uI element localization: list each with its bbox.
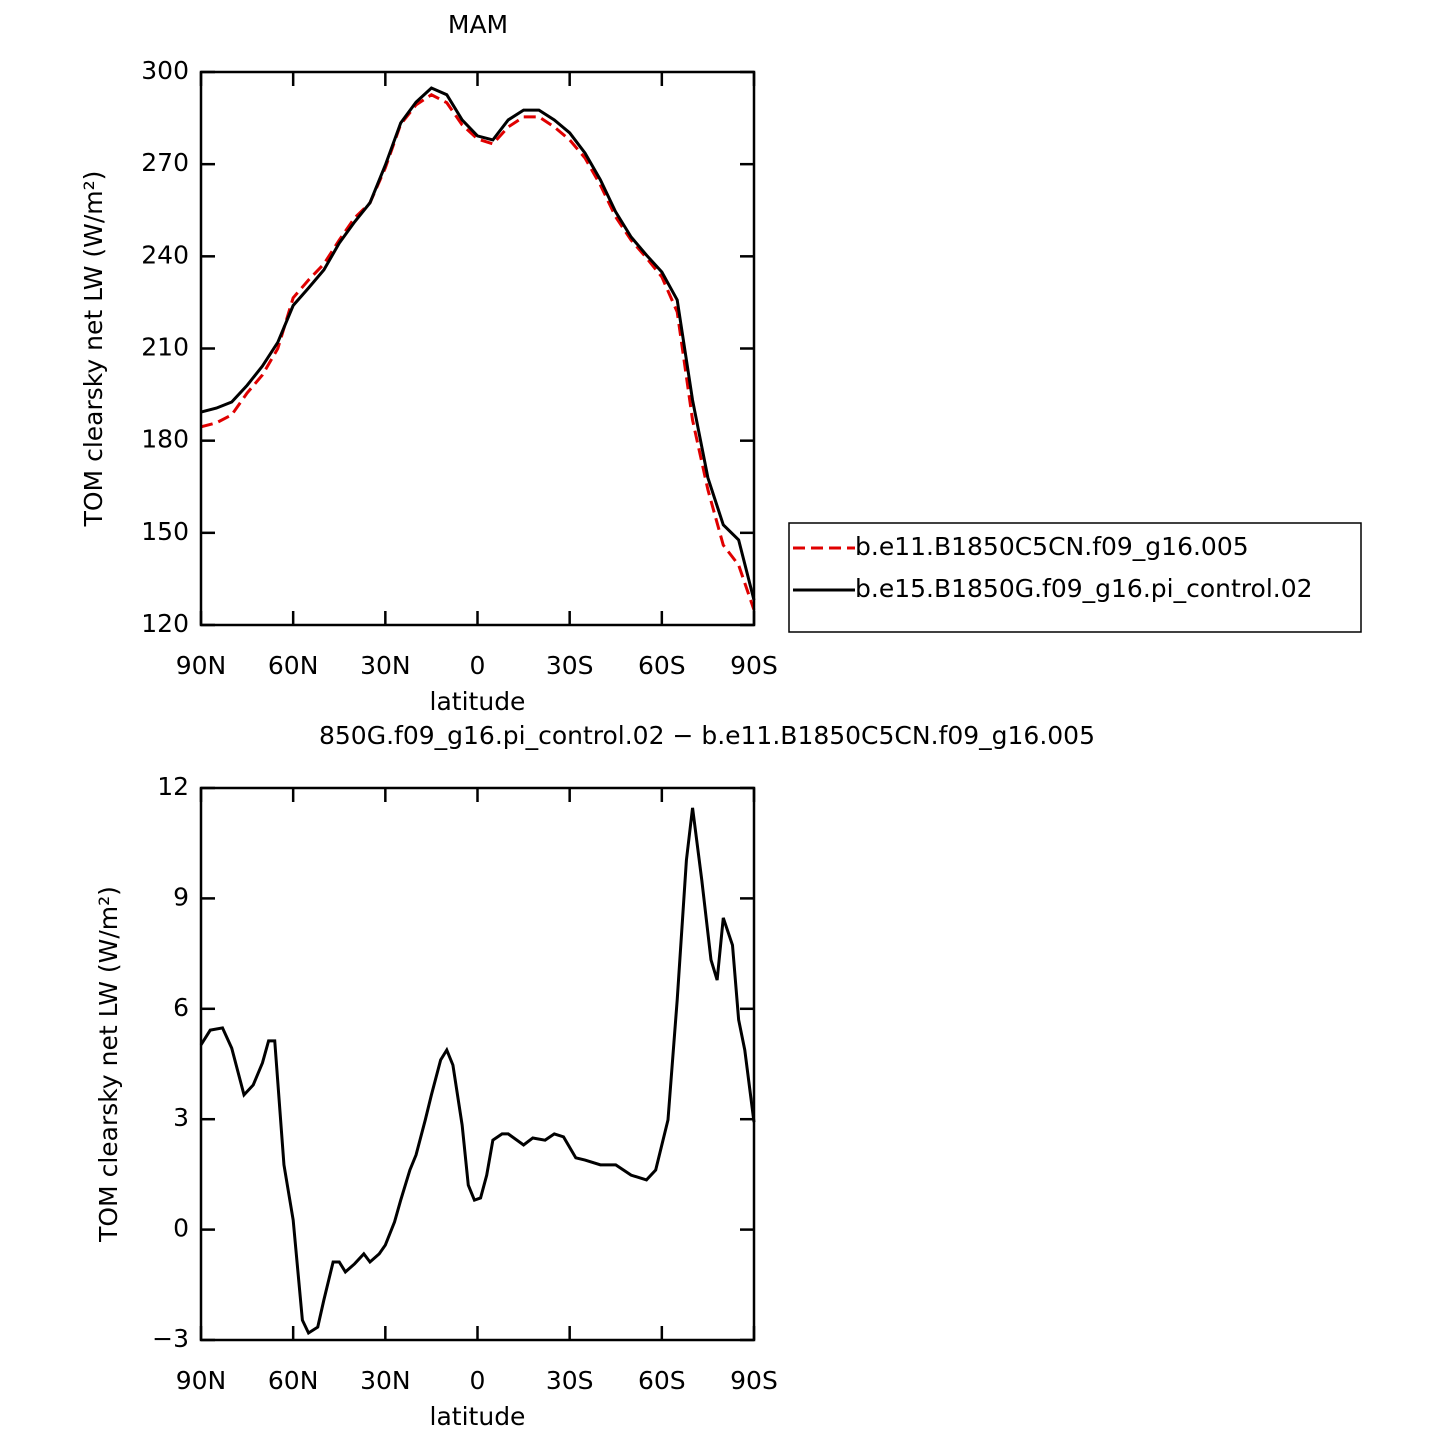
legend-label: b.e11.B1850C5CN.f09_g16.005	[855, 532, 1249, 561]
x-tick-label: 0	[470, 1366, 486, 1395]
legend-label: b.e15.B1850G.f09_g16.pi_control.02	[855, 574, 1313, 603]
y-tick-label: 9	[173, 882, 189, 911]
plot-frame	[199, 70, 756, 627]
x-axis-label: latitude	[430, 687, 526, 716]
y-tick-label: 12	[157, 772, 189, 801]
x-tick-label: 0	[470, 651, 486, 680]
y-tick-label: 300	[141, 56, 189, 85]
y-axis-label: TOM clearsky net LW (W/m²)	[94, 886, 123, 1243]
x-tick-label: 60N	[268, 1366, 319, 1395]
y-tick-label: 270	[141, 148, 189, 177]
y-tick-label: 240	[141, 240, 189, 269]
plot-frame	[199, 786, 756, 1342]
y-tick-label: 210	[141, 333, 189, 362]
y-tick-label: 6	[173, 993, 189, 1022]
chart-title: 850G.f09_g16.pi_control.02 − b.e11.B1850…	[319, 721, 1095, 750]
x-tick-label: 90S	[730, 1366, 778, 1395]
data-line	[200, 86, 756, 601]
data-line	[200, 92, 756, 611]
x-tick-label: 60S	[638, 1366, 686, 1395]
x-tick-label: 90N	[176, 651, 227, 680]
legend-box	[788, 522, 1362, 633]
x-tick-label: 60N	[268, 651, 319, 680]
x-tick-label: 90N	[176, 1366, 227, 1395]
y-tick-label: 150	[141, 517, 189, 546]
x-tick-label: 30S	[546, 1366, 594, 1395]
y-tick-label: 120	[141, 609, 189, 638]
y-tick-label: 0	[173, 1214, 189, 1243]
x-tick-label: 30S	[546, 651, 594, 680]
x-tick-label: 60S	[638, 651, 686, 680]
y-tick-label: 180	[141, 425, 189, 454]
x-axis-label: latitude	[430, 1402, 526, 1431]
x-tick-label: 30N	[360, 651, 411, 680]
y-axis-label: TOM clearsky net LW (W/m²)	[79, 171, 108, 528]
y-tick-label: −3	[152, 1324, 189, 1353]
y-tick-label: 3	[173, 1103, 189, 1132]
x-tick-label: 30N	[360, 1366, 411, 1395]
data-line	[199, 807, 756, 1336]
x-tick-label: 90S	[730, 651, 778, 680]
chart-title: MAM	[448, 10, 508, 39]
